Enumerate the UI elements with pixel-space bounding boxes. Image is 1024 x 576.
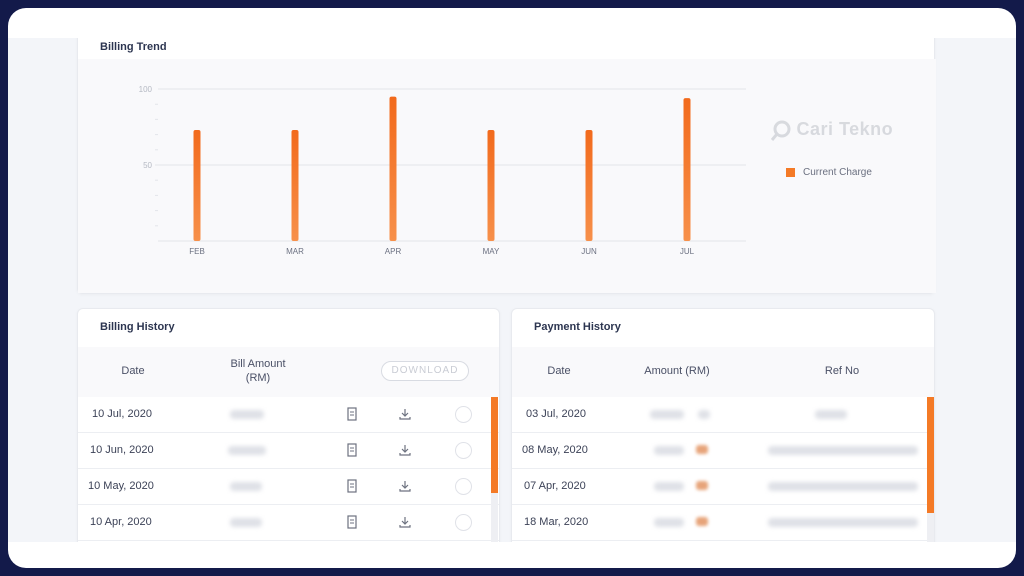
- blurred-amount: [654, 518, 684, 527]
- download-icon[interactable]: [398, 515, 412, 529]
- x-tick-label: MAR: [286, 247, 304, 256]
- blurred-amount: [230, 518, 262, 527]
- scrollbar-thumb[interactable]: [491, 397, 498, 493]
- magnifier-logo-icon: [770, 120, 791, 141]
- row-date: 18 Mar, 2020: [524, 516, 589, 528]
- y-tick-label: 50: [143, 161, 152, 170]
- blurred-amount: [230, 482, 262, 491]
- scrollbar-thumb[interactable]: [927, 397, 934, 513]
- billing-trend-title: Billing Trend: [100, 41, 167, 53]
- watermark-text: Cari Tekno: [796, 119, 894, 139]
- select-radio[interactable]: [455, 442, 472, 459]
- row-date: 10 Apr, 2020: [90, 516, 152, 528]
- column-ref-no: Ref No: [824, 365, 860, 377]
- blurred-mark: [698, 410, 710, 419]
- download-icon[interactable]: [398, 407, 412, 421]
- blurred-amount: [650, 410, 684, 419]
- bar-apr: [389, 96, 397, 241]
- bill-document-icon[interactable]: [346, 479, 358, 493]
- bar-jul: [683, 98, 691, 241]
- x-tick-label: APR: [385, 247, 402, 256]
- table-row: 18 Mar, 2020: [512, 505, 934, 541]
- select-radio[interactable]: [455, 406, 472, 423]
- blurred-amount: [654, 482, 684, 491]
- x-tick-label: JUN: [581, 247, 597, 256]
- bar-jun: [585, 130, 593, 241]
- select-radio[interactable]: [455, 478, 472, 495]
- x-tick-label: MAY: [483, 247, 500, 256]
- watermark: Cari Tekno: [770, 119, 893, 142]
- device-frame: Billing Trend 50 100 FEB MAR APR MAY JUN JUL Ca…: [8, 8, 1016, 568]
- blurred-ref: [815, 410, 847, 419]
- chart-area: 50 100 FEB MAR APR MAY JUN JUL Cari Tekno Curre…: [78, 59, 936, 293]
- bill-document-icon[interactable]: [346, 407, 358, 421]
- table-row: 03 Jul, 2020: [512, 397, 934, 433]
- row-date: 03 Jul, 2020: [526, 408, 586, 420]
- blurred-mark: [696, 481, 708, 490]
- legend-label: Current Charge: [803, 167, 872, 178]
- x-tick-label: FEB: [189, 247, 205, 256]
- blurred-amount: [230, 410, 264, 419]
- column-date: Date: [547, 365, 571, 377]
- column-bill-amount: Bill Amount (RM): [230, 358, 286, 384]
- billing-history-title: Billing History: [100, 321, 175, 333]
- bill-document-icon[interactable]: [346, 515, 358, 529]
- download-button[interactable]: DOWNLOAD: [381, 361, 469, 381]
- bar-may: [487, 130, 495, 241]
- row-date: 08 May, 2020: [522, 444, 588, 456]
- blurred-ref: [768, 446, 918, 455]
- payment-scrollbar[interactable]: [927, 397, 934, 542]
- blurred-mark: [696, 517, 708, 526]
- table-row: 08 May, 2020: [512, 433, 934, 469]
- bar-feb: [193, 130, 201, 241]
- row-date: 10 Jul, 2020: [92, 408, 152, 420]
- select-radio[interactable]: [455, 514, 472, 531]
- row-date: 07 Apr, 2020: [524, 480, 586, 492]
- table-row: 10 Jun, 2020: [78, 433, 499, 469]
- payment-history-card: Payment History Date Amount (RM) Ref No …: [511, 308, 935, 542]
- column-amount: Amount (RM): [644, 365, 710, 377]
- billing-history-card: Billing History Date Bill Amount (RM) DO…: [77, 308, 500, 542]
- row-date: 10 Jun, 2020: [90, 444, 154, 456]
- blurred-ref: [768, 482, 918, 491]
- table-row: 10 Jul, 2020: [78, 397, 499, 433]
- y-tick-label: 100: [139, 85, 153, 94]
- billing-scrollbar[interactable]: [491, 397, 498, 542]
- table-row: 07 Apr, 2020: [512, 469, 934, 505]
- x-tick-label: JUL: [680, 247, 695, 256]
- bar-mar: [291, 130, 299, 241]
- blurred-amount: [654, 446, 684, 455]
- billing-trend-card: Billing Trend 50 100 FEB MAR APR MAY JUN JUL Ca…: [77, 38, 936, 294]
- table-row: 10 Apr, 2020: [78, 505, 499, 541]
- column-date: Date: [121, 365, 145, 377]
- bill-document-icon[interactable]: [346, 443, 358, 457]
- billing-trend-chart: 50 100 FEB MAR APR MAY JUN JUL: [139, 85, 746, 256]
- legend-swatch: [786, 168, 795, 177]
- download-icon[interactable]: [398, 443, 412, 457]
- payment-table-header: Date Amount (RM) Ref No: [512, 347, 934, 397]
- download-icon[interactable]: [398, 479, 412, 493]
- payment-history-title: Payment History: [534, 321, 621, 333]
- blurred-amount: [228, 446, 266, 455]
- blurred-ref: [768, 518, 918, 527]
- dashboard-screen: Billing Trend 50 100 FEB MAR APR MAY JUN JUL Ca…: [8, 38, 1016, 542]
- chart-legend[interactable]: Current Charge: [786, 167, 872, 178]
- table-row: 10 May, 2020: [78, 469, 499, 505]
- row-date: 10 May, 2020: [88, 480, 154, 492]
- billing-table-header: Date Bill Amount (RM) DOWNLOAD: [78, 347, 499, 397]
- blurred-mark: [696, 445, 708, 454]
